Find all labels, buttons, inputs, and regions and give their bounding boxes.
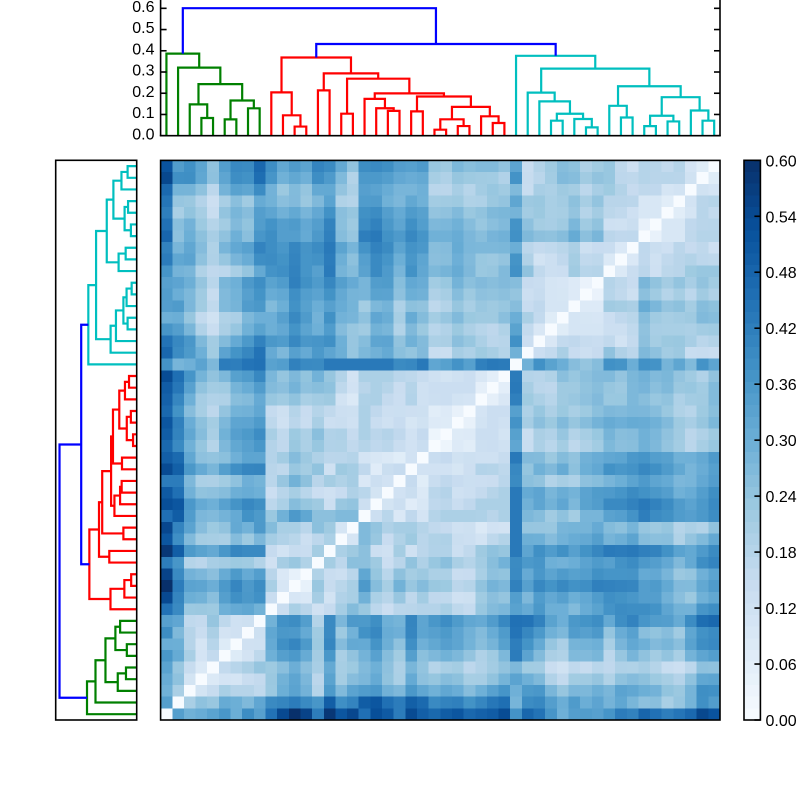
svg-text:0.60: 0.60 xyxy=(766,153,797,170)
svg-text:0.48: 0.48 xyxy=(766,265,797,282)
svg-text:0.0: 0.0 xyxy=(132,126,154,143)
svg-text:0.36: 0.36 xyxy=(766,377,797,394)
svg-text:0.5: 0.5 xyxy=(132,20,154,37)
svg-text:0.00: 0.00 xyxy=(766,713,797,730)
svg-text:0.42: 0.42 xyxy=(766,321,797,338)
svg-text:0.18: 0.18 xyxy=(766,545,797,562)
svg-text:0.1: 0.1 xyxy=(132,105,154,122)
svg-text:0.24: 0.24 xyxy=(766,489,797,506)
svg-text:0.12: 0.12 xyxy=(766,601,797,618)
svg-text:0.6: 0.6 xyxy=(132,0,154,16)
svg-text:0.06: 0.06 xyxy=(766,657,797,674)
svg-text:0.54: 0.54 xyxy=(766,209,797,226)
svg-text:0.30: 0.30 xyxy=(766,433,797,450)
svg-text:0.4: 0.4 xyxy=(132,41,154,58)
svg-text:0.2: 0.2 xyxy=(132,84,154,101)
svg-text:0.3: 0.3 xyxy=(132,63,154,80)
